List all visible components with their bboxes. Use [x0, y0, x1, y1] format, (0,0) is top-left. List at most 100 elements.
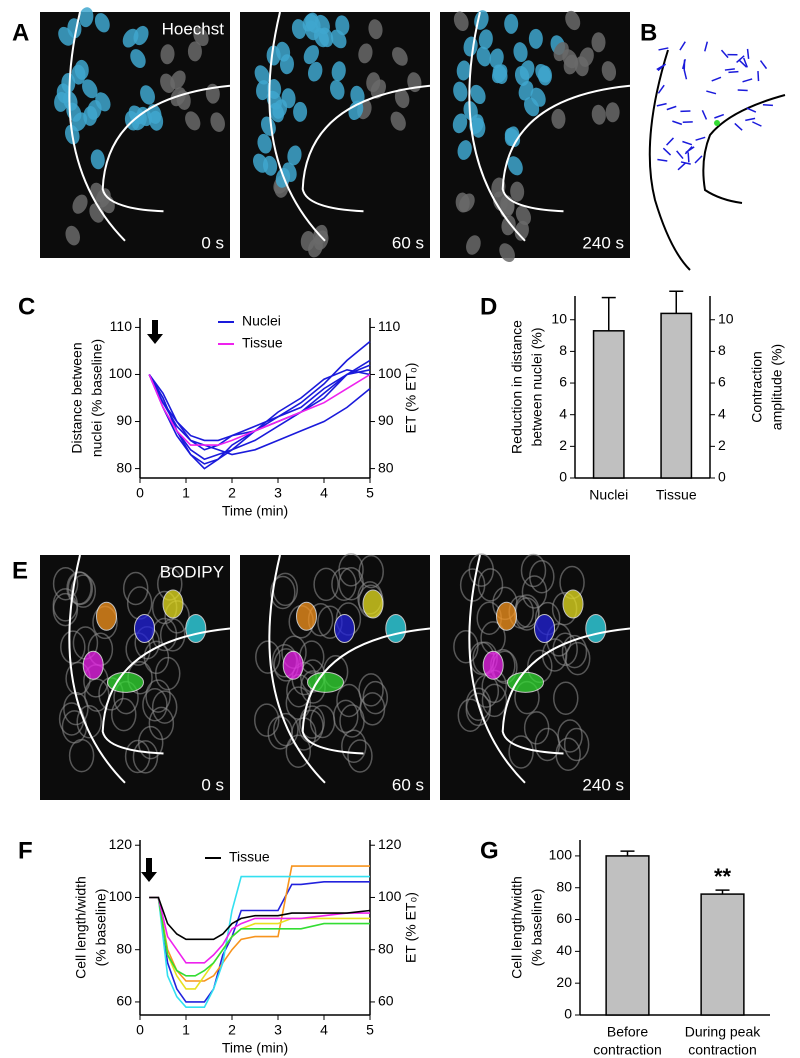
- x-tick-label: Nuclei: [589, 487, 628, 503]
- x-tick-label: 4: [320, 1022, 328, 1038]
- legend-label: Tissue: [229, 849, 270, 865]
- y-tick-label: 100: [549, 847, 573, 863]
- x-tick-label: Tissue: [656, 487, 697, 503]
- membrane: [309, 704, 336, 739]
- nucleus: [515, 205, 532, 226]
- nucleus: [304, 20, 320, 41]
- cell-outline: [82, 650, 104, 680]
- nucleus: [330, 29, 347, 49]
- cell-outline: [362, 589, 384, 619]
- y-tick-label: 40: [556, 942, 572, 958]
- nucleus: [94, 13, 110, 33]
- stain-label: Hoechst: [162, 19, 225, 38]
- y2-tick-label: 100: [378, 365, 402, 381]
- y2-tick-label: 90: [378, 412, 394, 428]
- legend-label: Tissue: [242, 335, 283, 351]
- x-tick-label: 5: [366, 485, 374, 501]
- membrane: [270, 575, 296, 610]
- membrane: [338, 553, 364, 587]
- nucleus-axis: [736, 55, 745, 63]
- nucleus: [95, 92, 111, 112]
- nucleus-axis: [656, 63, 666, 71]
- nucleus: [518, 81, 534, 101]
- membrane: [132, 740, 159, 774]
- membrane: [477, 568, 504, 602]
- nucleus: [89, 203, 105, 223]
- y-tick-label: 80: [556, 878, 572, 894]
- nucleus-axis: [681, 59, 686, 70]
- membrane: [145, 679, 171, 713]
- nucleus: [350, 85, 365, 106]
- y-tick-label: 60: [116, 993, 132, 1009]
- y2-axis-label: amplitude (%): [769, 344, 785, 430]
- time-label: 240 s: [582, 233, 624, 252]
- data-line: [149, 875, 370, 1008]
- y2-tick-label: 80: [378, 459, 394, 475]
- membrane: [253, 703, 280, 737]
- tissue-outline: [301, 627, 431, 755]
- nucleus: [330, 80, 345, 100]
- tissue-outline: [101, 84, 231, 213]
- time-label: 60 s: [392, 233, 424, 252]
- nucleus-axis: [657, 158, 668, 162]
- nucleus: [136, 106, 153, 127]
- cell-outline: [96, 601, 117, 631]
- nucleus: [591, 104, 606, 125]
- nucleus-axis: [666, 105, 677, 111]
- nucleus-axis: [666, 137, 675, 146]
- y2-tick-label: 4: [718, 405, 726, 421]
- y-tick-label: 100: [109, 888, 133, 904]
- nucleus: [257, 133, 272, 154]
- y2-tick-label: 120: [378, 836, 402, 852]
- y-tick-label: 0: [564, 1006, 572, 1022]
- cell-outline: [162, 589, 184, 619]
- membrane: [313, 567, 339, 602]
- cell-outline: [385, 614, 407, 643]
- nucleus: [287, 145, 302, 166]
- cell-outline: [534, 614, 555, 643]
- nucleus: [74, 59, 89, 80]
- data-line: [149, 881, 370, 1003]
- y-tick-label: 100: [109, 365, 133, 381]
- nucleus-axis: [762, 103, 773, 107]
- cell-outline: [282, 650, 304, 680]
- nucleus: [368, 19, 383, 40]
- y2-axis-label: ET (% ET₀): [403, 363, 419, 434]
- nucleus-axis: [672, 120, 683, 126]
- x-tick-label: 0: [136, 1022, 144, 1038]
- nucleus: [193, 27, 209, 47]
- nucleus-axis: [706, 90, 717, 95]
- stimulus-arrow: [141, 858, 157, 882]
- x-tick-label: 5: [366, 1022, 374, 1038]
- panel-label: F: [18, 837, 33, 864]
- y-tick-label: 20: [556, 974, 572, 990]
- membrane: [347, 739, 373, 773]
- tissue-outline: [468, 554, 526, 784]
- y-tick-label: 60: [556, 910, 572, 926]
- stimulus-arrow: [147, 320, 163, 344]
- nucleus: [61, 72, 76, 93]
- y-tick-label: 80: [116, 940, 132, 956]
- x-tick-label: 0: [136, 485, 144, 501]
- nucleus-axis: [738, 59, 747, 68]
- y-tick-label: 80: [116, 459, 132, 475]
- membrane: [273, 712, 299, 747]
- y2-axis-label: Contraction: [749, 351, 765, 423]
- nucleus-axis: [677, 162, 686, 171]
- cell-outline: [307, 671, 344, 693]
- y-axis-label: Distance between: [69, 342, 85, 453]
- nucleus-axis: [734, 122, 743, 131]
- nucleus: [514, 66, 530, 86]
- data-line: [148, 373, 371, 446]
- nucleus: [293, 101, 308, 122]
- membrane: [122, 571, 149, 606]
- y2-tick-label: 2: [718, 437, 726, 453]
- nucleus: [507, 156, 523, 176]
- tissue-outline: [268, 11, 326, 242]
- panel-label: E: [12, 557, 28, 584]
- tissue-outline: [501, 84, 631, 213]
- stimulus-site: [714, 120, 720, 126]
- nucleus: [489, 48, 504, 69]
- schematic-outline: [648, 49, 691, 271]
- tissue-outline: [468, 11, 526, 242]
